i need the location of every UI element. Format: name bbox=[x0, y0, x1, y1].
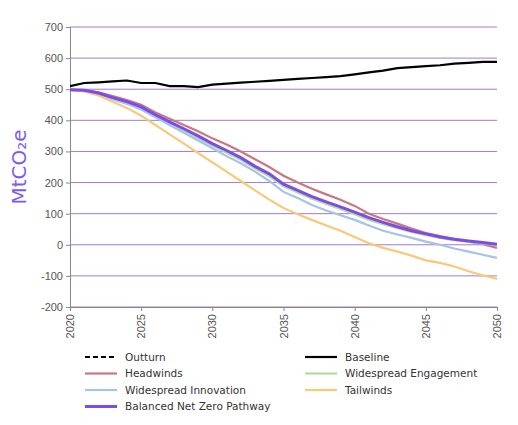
legend-item: Widespread Engagement bbox=[305, 367, 477, 379]
grid-line bbox=[70, 213, 497, 214]
legend-label: Balanced Net Zero Pathway bbox=[125, 400, 270, 412]
plot: -200-10001002003004005006007002020202520… bbox=[41, 21, 503, 338]
y-tick-mark bbox=[66, 151, 70, 152]
grid-line bbox=[70, 58, 497, 59]
y-tick: -100 bbox=[41, 270, 70, 282]
x-tick: 2020 bbox=[64, 307, 76, 338]
y-tick: 0 bbox=[57, 239, 70, 251]
y-tick: 300 bbox=[45, 145, 70, 157]
y-tick: -200 bbox=[41, 301, 70, 313]
x-tick-label: 2030 bbox=[206, 314, 218, 338]
y-tick-label: -100 bbox=[41, 270, 63, 282]
legend-label: Baseline bbox=[345, 351, 390, 363]
legend-swatch bbox=[85, 405, 117, 408]
y-tick-mark bbox=[66, 214, 70, 215]
legend-label: Outturn bbox=[125, 351, 166, 363]
y-tick-label: 100 bbox=[45, 208, 63, 220]
y-tick-label: 700 bbox=[45, 21, 63, 33]
y-tick-mark bbox=[66, 276, 70, 277]
x-tick-mark bbox=[70, 307, 71, 311]
legend-label: Widespread Engagement bbox=[345, 367, 477, 379]
series-line bbox=[70, 90, 497, 245]
y-tick-label: 300 bbox=[45, 145, 63, 157]
legend-item: Outturn bbox=[85, 351, 166, 363]
x-tick-mark bbox=[284, 307, 285, 311]
grid-line bbox=[70, 120, 497, 121]
legend-swatch bbox=[305, 372, 337, 374]
series-line bbox=[70, 62, 497, 87]
grid-line bbox=[70, 151, 497, 152]
y-tick-mark bbox=[66, 245, 70, 246]
legend-swatch bbox=[305, 389, 337, 391]
y-tick: 200 bbox=[45, 177, 70, 189]
y-tick-label: 0 bbox=[57, 239, 63, 251]
y-tick-mark bbox=[66, 120, 70, 121]
legend-swatch bbox=[305, 356, 337, 358]
legend-item: Balanced Net Zero Pathway bbox=[85, 400, 270, 412]
x-axis: 2020 2025 2030 2035 2040 2045 2050 bbox=[64, 307, 503, 338]
x-tick-mark bbox=[141, 307, 142, 311]
grid bbox=[70, 27, 497, 307]
x-tick-mark bbox=[355, 307, 356, 311]
y-tick-label: 200 bbox=[45, 177, 63, 189]
x-tick-label: 2020 bbox=[64, 314, 76, 338]
legend-swatch bbox=[85, 389, 117, 391]
x-tick: 2050 bbox=[491, 307, 503, 338]
grid-line bbox=[70, 244, 497, 245]
x-tick: 2035 bbox=[278, 307, 290, 338]
legend-item: Headwinds bbox=[85, 367, 183, 379]
x-tick: 2025 bbox=[135, 307, 147, 338]
legend-swatch bbox=[85, 372, 117, 374]
y-axis-line bbox=[66, 28, 71, 308]
legend-item: Widespread Innovation bbox=[85, 384, 246, 396]
series-line bbox=[70, 90, 497, 258]
legend-item: Baseline bbox=[305, 351, 390, 363]
y-axis: -200 -100 0 100 200 300 400 500 600 700 bbox=[41, 21, 71, 313]
grid-line bbox=[70, 275, 497, 276]
y-tick-label: 600 bbox=[45, 52, 63, 64]
y-tick: 600 bbox=[45, 52, 70, 64]
y-tick-label: 500 bbox=[45, 83, 63, 95]
x-tick-label: 2035 bbox=[278, 314, 290, 338]
legend-item: Tailwinds bbox=[305, 384, 392, 396]
legend-label: Tailwinds bbox=[344, 384, 392, 396]
x-tick: 2045 bbox=[420, 307, 432, 338]
x-tick-label: 2045 bbox=[420, 314, 432, 338]
x-tick-mark bbox=[212, 307, 213, 311]
y-tick: 400 bbox=[45, 114, 70, 126]
series-line bbox=[70, 90, 497, 248]
x-tick: 2040 bbox=[349, 307, 361, 338]
y-tick: 100 bbox=[45, 208, 70, 220]
y-tick-label: -200 bbox=[41, 301, 63, 313]
legend-swatch bbox=[85, 356, 117, 358]
y-tick-mark bbox=[66, 27, 70, 28]
grid-line bbox=[70, 27, 497, 28]
y-tick: 500 bbox=[45, 83, 70, 95]
x-tick-mark bbox=[426, 307, 427, 311]
x-tick-label: 2040 bbox=[349, 314, 361, 338]
grid-line bbox=[70, 89, 497, 90]
y-tick-mark bbox=[66, 58, 70, 59]
y-tick-mark bbox=[66, 183, 70, 184]
x-axis-line bbox=[71, 308, 498, 312]
lines bbox=[70, 62, 497, 279]
series-line bbox=[70, 90, 497, 279]
series-line bbox=[70, 90, 497, 244]
x-tick-label: 2025 bbox=[135, 314, 147, 338]
x-tick-mark bbox=[497, 307, 498, 311]
legend: Outturn Baseline Headwinds Widespread Engag… bbox=[85, 351, 477, 413]
x-tick: 2030 bbox=[206, 307, 218, 338]
y-tick-mark bbox=[66, 307, 70, 308]
legend-label: Headwinds bbox=[125, 367, 183, 379]
y-tick-mark bbox=[66, 89, 70, 90]
y-tick: 700 bbox=[45, 21, 70, 33]
x-tick-label: 2050 bbox=[491, 314, 503, 338]
y-axis-title: MtCO₂e bbox=[7, 129, 31, 204]
chart: -200-10001002003004005006007002020202520… bbox=[0, 0, 518, 425]
y-tick-label: 400 bbox=[45, 114, 63, 126]
legend-label: Widespread Innovation bbox=[125, 384, 246, 396]
